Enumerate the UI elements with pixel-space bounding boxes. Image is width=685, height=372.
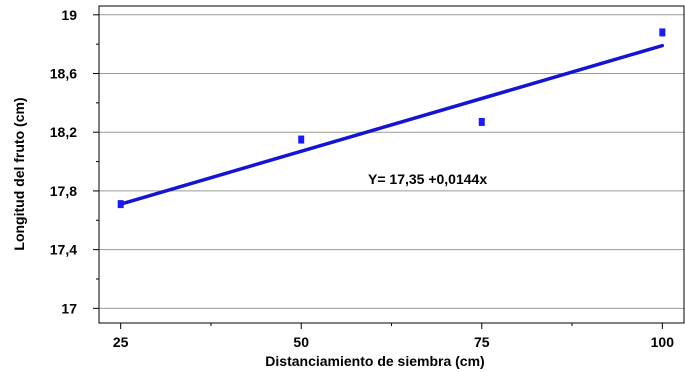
y-tick-label: 19 (61, 7, 77, 23)
y-axis-label: Longitud del fruto (cm) (11, 97, 27, 250)
data-points (117, 28, 666, 209)
y-tick-labels: 17 17,4 17,8 18,2 18,6 19 (50, 7, 77, 317)
y-tick-label: 18,6 (50, 66, 77, 82)
x-tick-labels: 25 50 75 100 (113, 334, 674, 350)
regression-line (118, 43, 665, 206)
y-tick-label: 17 (61, 300, 77, 316)
y-tick-label: 17,8 (50, 183, 77, 199)
y-tick-label: 18,2 (50, 124, 77, 140)
y-tick-label: 17,4 (50, 242, 77, 258)
grid-lines (99, 14, 684, 309)
data-point (298, 135, 305, 144)
x-tick-label: 100 (651, 334, 675, 350)
data-point (659, 28, 666, 37)
equation-label: Y= 17,35 +0,0144x (368, 171, 487, 187)
x-tick-label: 50 (293, 334, 309, 350)
x-tick-label: 75 (474, 334, 490, 350)
x-tick-label: 25 (113, 334, 129, 350)
axis-ticks (93, 14, 663, 329)
data-point (117, 200, 124, 209)
plot-frame (98, 5, 685, 324)
data-point (478, 117, 485, 126)
x-axis-label: Distanciamiento de siembra (cm) (265, 353, 484, 369)
